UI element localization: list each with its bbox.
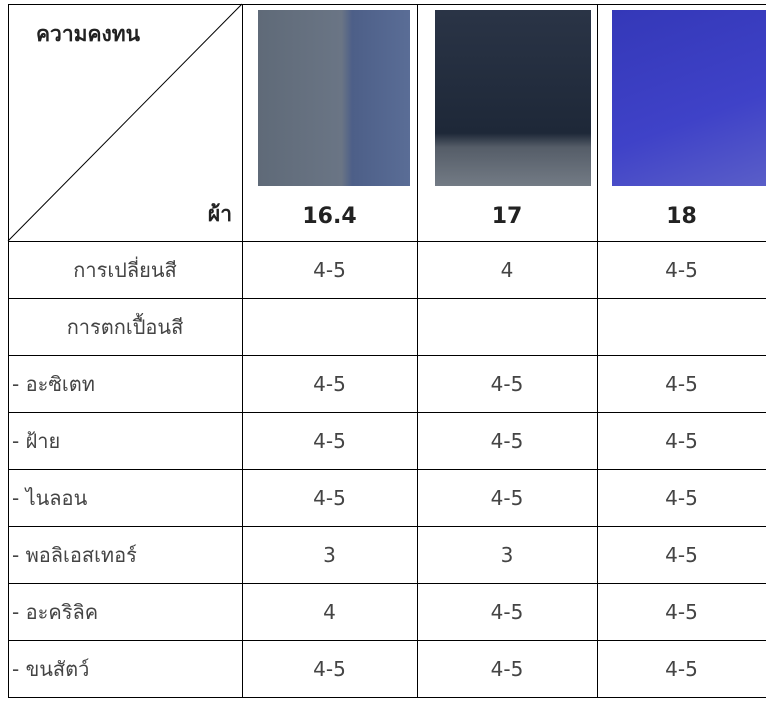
col-border <box>242 4 243 697</box>
col-border <box>597 4 598 697</box>
row-border <box>8 241 766 242</box>
rating: 4-5 <box>665 371 698 396</box>
col-border <box>8 4 9 697</box>
corner-top: ความคงทน <box>36 22 140 46</box>
fabric-code: 17 <box>491 203 523 229</box>
rating: 4-5 <box>490 371 524 396</box>
rating: 4-5 <box>313 371 346 396</box>
row-border <box>8 355 766 356</box>
rating: 4-5 <box>313 656 346 681</box>
row-border <box>8 298 766 299</box>
row-label: การตกเปื้อนสี <box>66 314 184 339</box>
row-border <box>8 4 766 5</box>
rating: 4 <box>500 257 514 282</box>
row-border <box>8 697 766 698</box>
row-border <box>8 526 766 527</box>
row-label: - พอลิเอสเทอร์ <box>12 542 137 567</box>
rating: 4-5 <box>665 485 698 510</box>
row-border <box>8 583 766 584</box>
rating: 4-5 <box>665 656 698 681</box>
fabric-code: 18 <box>666 203 697 229</box>
fabric-swatch <box>258 10 410 186</box>
rating: 4-5 <box>665 599 698 624</box>
rating: 4-5 <box>665 257 698 282</box>
rating: 4-5 <box>313 485 346 510</box>
fabric-swatch <box>435 10 591 186</box>
fabric-swatch <box>612 10 766 186</box>
row-border <box>8 469 766 470</box>
rating: 3 <box>500 542 514 567</box>
row-label: - ขนสัตว์ <box>12 656 90 681</box>
rating: 4-5 <box>490 428 524 453</box>
rating: 4-5 <box>490 485 524 510</box>
rating: 4-5 <box>313 428 346 453</box>
row-label: - ไนลอน <box>12 485 88 510</box>
corner-bottom: ผ้า <box>207 202 232 226</box>
rating: 3 <box>323 542 336 567</box>
rating: 4-5 <box>490 599 524 624</box>
row-border <box>8 640 766 641</box>
rating: 4-5 <box>490 656 524 681</box>
col-border <box>417 4 418 697</box>
diagonal <box>7 3 243 242</box>
rating: 4-5 <box>665 542 698 567</box>
row-label: การเปลี่ยนสี <box>73 257 177 282</box>
rating: 4-5 <box>665 428 698 453</box>
rating: 4-5 <box>313 257 346 282</box>
row-label: - อะคริลิค <box>12 599 99 624</box>
rating: 4 <box>323 599 336 624</box>
row-border <box>8 412 766 413</box>
row-label: - อะซิเตท <box>12 371 95 396</box>
row-label: - ฝ้าย <box>12 428 61 453</box>
fabric-code: 16.4 <box>302 203 357 229</box>
